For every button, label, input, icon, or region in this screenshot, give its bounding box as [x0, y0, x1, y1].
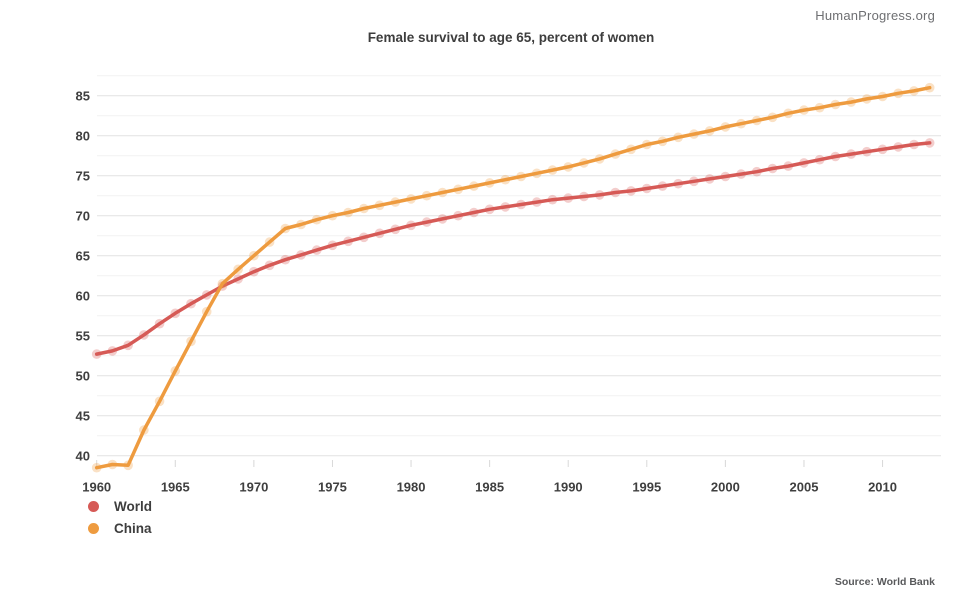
y-axis-tick-label: 80	[76, 128, 90, 143]
y-axis-tick-label: 75	[76, 168, 90, 183]
legend-label-world: World	[114, 498, 152, 514]
x-axis-tick-label: 2000	[711, 480, 740, 495]
x-axis-tick-label: 2005	[790, 480, 819, 495]
x-axis-tick-label: 1970	[239, 480, 268, 495]
legend-item-world[interactable]: World	[88, 495, 152, 517]
world-series-swatch	[88, 500, 99, 512]
y-axis-tick-label: 85	[76, 88, 90, 103]
china-series-swatch	[88, 522, 99, 534]
legend-item-china[interactable]: China	[88, 517, 152, 539]
humanprogress-watermark[interactable]: HumanProgress.org	[815, 8, 935, 23]
x-axis-tick-label: 1995	[632, 480, 661, 495]
x-axis-tick-label: 1975	[318, 480, 347, 495]
x-axis-tick-label: 1965	[161, 480, 190, 495]
x-axis-tick-label: 1990	[554, 480, 583, 495]
x-axis-tick-label: 1985	[475, 480, 504, 495]
world-series-line	[94, 141, 932, 356]
y-axis-tick-label: 40	[76, 448, 90, 463]
y-axis-tick-label: 50	[76, 368, 90, 383]
source-credit: Source: World Bank	[834, 576, 935, 588]
y-axis-tick-label: 45	[76, 408, 90, 423]
y-axis-tick-label: 65	[76, 248, 90, 263]
x-axis-tick-label: 2010	[868, 480, 897, 495]
x-axis-tick-label: 1980	[397, 480, 426, 495]
china-series-line	[94, 85, 932, 470]
y-axis-tick-label: 70	[76, 208, 90, 223]
chart-legend: World China	[88, 495, 152, 539]
chart-title: Female survival to age 65, percent of wo…	[367, 30, 655, 45]
y-axis-tick-label: 55	[76, 328, 90, 343]
legend-label-china: China	[114, 520, 152, 536]
x-axis-tick-label: 1960	[82, 480, 111, 495]
y-axis-tick-label: 60	[76, 288, 90, 303]
